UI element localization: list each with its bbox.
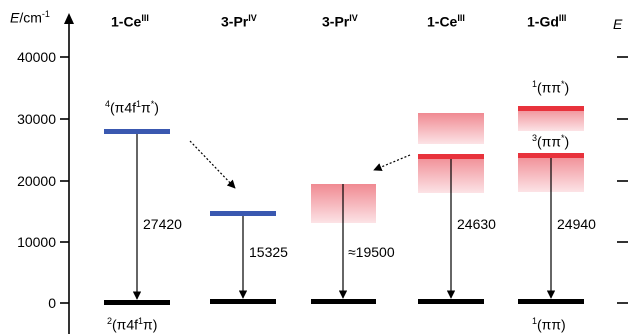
transition-energy-label: ≈19500 <box>348 244 395 260</box>
y-tick-label: 0 <box>48 295 56 311</box>
column-header-ce-1: 1-CeIII <box>111 13 149 30</box>
level-pr2-ground <box>311 299 376 304</box>
level-gd-triplet <box>518 153 584 158</box>
transition-energy-label: 15325 <box>249 244 288 260</box>
column-header-pr-2: 3-PrIV <box>322 13 358 30</box>
level-ce-ground <box>104 300 170 305</box>
y-tick-label: 40000 <box>17 49 56 65</box>
y-tick-label: 20000 <box>17 173 56 189</box>
state-label-gd-singlet: 1(ππ*) <box>532 79 570 96</box>
transition-energy-label: 24630 <box>457 216 496 232</box>
y-tick-label: 10000 <box>17 234 56 250</box>
dotted-arrow-energy-transfer-2 <box>373 154 411 171</box>
level-gd-ground <box>518 299 584 304</box>
column-header-gd: 1-GdIII <box>527 13 567 30</box>
state-label-ce-quartet: 4(π4f1π*) <box>105 99 159 116</box>
column-header-ce-2: 1-CeIII <box>427 13 465 30</box>
transition-energy-label: 24940 <box>557 216 596 232</box>
level-ce2-red <box>418 154 484 159</box>
y-tick-label: 30000 <box>17 111 56 127</box>
state-label-ce-doublet: 2(π4f1π) <box>107 316 158 333</box>
edge-text-fragment: E <box>613 16 623 32</box>
level-pr-ground <box>210 299 276 304</box>
state-label-gd-triplet: 3(ππ*) <box>532 133 570 150</box>
band-ce-upper <box>418 113 484 144</box>
level-pr-excited <box>210 211 276 216</box>
y-axis-title: E/cm-1 <box>10 9 50 26</box>
state-label-gd-ground: 1(ππ) <box>532 316 566 333</box>
level-gd-singlet <box>518 106 584 111</box>
transition-energy-label: 27420 <box>143 216 182 232</box>
dotted-arrow-energy-transfer-1 <box>189 140 236 189</box>
column-header-pr-1: 3-PrIV <box>221 13 257 30</box>
level-ce2-ground <box>418 299 484 304</box>
level-ce-excited <box>104 129 170 134</box>
y-axis-arrowhead <box>64 13 74 24</box>
